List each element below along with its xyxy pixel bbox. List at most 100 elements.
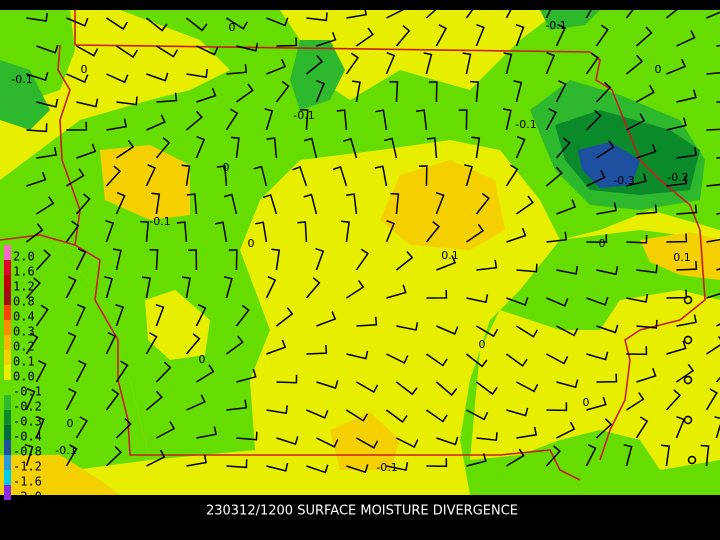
- wind-barb: [386, 1, 406, 19]
- wind-barb: [264, 108, 274, 131]
- wind-barb: [356, 316, 378, 327]
- wind-barb: [476, 432, 498, 442]
- wind-barb: [635, 26, 653, 47]
- wind-barb: [666, 58, 686, 75]
- wind-barb: [426, 289, 448, 299]
- wind-barb: [385, 219, 395, 243]
- legend-swatch: [4, 395, 11, 410]
- wind-barb: [276, 37, 298, 47]
- green-region: [290, 40, 345, 110]
- wind-barb: [65, 444, 78, 467]
- wind-barb: [116, 96, 138, 106]
- wind-barb: [666, 340, 687, 355]
- wind-barb: [35, 304, 49, 327]
- wind-barb: [545, 0, 557, 19]
- wind-barb: [706, 238, 720, 243]
- wind-barb: [423, 52, 433, 75]
- wind-barb: [505, 0, 517, 19]
- wind-barb: [181, 276, 191, 299]
- wind-barb: [385, 52, 396, 75]
- wind-barb: [65, 276, 77, 299]
- wind-barb: [341, 220, 350, 243]
- wind-barb: [140, 220, 150, 243]
- wind-barb: [666, 289, 688, 299]
- wind-barb: [635, 416, 649, 439]
- wind-barb: [271, 248, 281, 271]
- wind-barb: [228, 249, 238, 271]
- wind-barb: [586, 396, 607, 411]
- boundary-line: [599, 229, 706, 461]
- wind-barb: [336, 109, 348, 131]
- legend-swatch: [4, 485, 11, 500]
- wind-barb: [106, 118, 127, 131]
- wind-barb: [546, 402, 568, 412]
- wind-barb: [115, 303, 125, 327]
- wind-barb: [706, 293, 720, 299]
- wind-barb: [595, 418, 613, 439]
- wind-barb: [106, 17, 128, 30]
- wind-barb: [145, 164, 157, 187]
- wind-barb: [556, 379, 579, 389]
- wind-barb: [428, 81, 438, 103]
- wind-barb: [636, 84, 655, 103]
- wind-barb: [346, 464, 369, 474]
- legend-swatch: [4, 425, 11, 440]
- legend-swatch: [4, 470, 11, 485]
- wind-barb: [506, 227, 527, 243]
- wind-barb: [105, 332, 117, 355]
- wind-barb: [105, 165, 121, 187]
- wind-barb: [35, 415, 45, 439]
- wind-barb: [155, 361, 172, 383]
- wind-barb: [435, 191, 445, 215]
- wind-barb: [216, 165, 228, 187]
- wind-barb: [556, 421, 576, 439]
- wind-barb: [305, 277, 321, 299]
- wind-barb: [466, 294, 489, 304]
- wind-barb: [156, 421, 176, 439]
- wind-barb: [465, 0, 480, 19]
- wind-barb: [316, 437, 339, 448]
- wind-barb: [230, 136, 240, 159]
- orange-region: [380, 160, 505, 250]
- wind-barb: [386, 284, 407, 299]
- wind-barb: [586, 169, 606, 187]
- wind-barb: [356, 381, 379, 394]
- wind-barb: [390, 192, 400, 215]
- wind-barb: [345, 52, 360, 75]
- wind-barb: [636, 143, 657, 159]
- wind-barb: [156, 92, 178, 103]
- orange-region: [0, 455, 120, 495]
- wind-barb: [26, 171, 47, 187]
- legend-swatch: [4, 320, 11, 335]
- wind-barb: [225, 108, 239, 131]
- wind-barb: [266, 137, 278, 159]
- wind-barb: [555, 137, 571, 159]
- wind-barb: [115, 192, 126, 215]
- contour-label: 0.1: [673, 251, 691, 264]
- wind-barb: [665, 389, 682, 411]
- wind-barb: [585, 444, 597, 467]
- wind-barb: [546, 297, 569, 307]
- boundary-line: [0, 234, 76, 246]
- contour-label: -0.1: [149, 215, 170, 228]
- wind-barb: [546, 353, 569, 365]
- wind-barb: [116, 139, 135, 159]
- wind-barb: [665, 0, 684, 19]
- wind-barb: [146, 449, 166, 467]
- wind-barb: [316, 311, 337, 327]
- wind-barb: [115, 417, 132, 439]
- wind-barb: [714, 416, 720, 439]
- wind-barb: [585, 109, 602, 131]
- contour-label: 0: [655, 63, 662, 76]
- wind-barb: [384, 137, 398, 159]
- wind-barb: [266, 17, 289, 27]
- wind-barb: [626, 293, 649, 303]
- wind-barb: [556, 199, 577, 215]
- wind-barb: [425, 0, 443, 19]
- wind-barb: [226, 399, 248, 411]
- wind-barb: [516, 381, 539, 393]
- wind-barb: [35, 360, 47, 383]
- calm-marker: [683, 375, 693, 385]
- wind-barb: [636, 264, 658, 274]
- wind-barb: [266, 58, 286, 75]
